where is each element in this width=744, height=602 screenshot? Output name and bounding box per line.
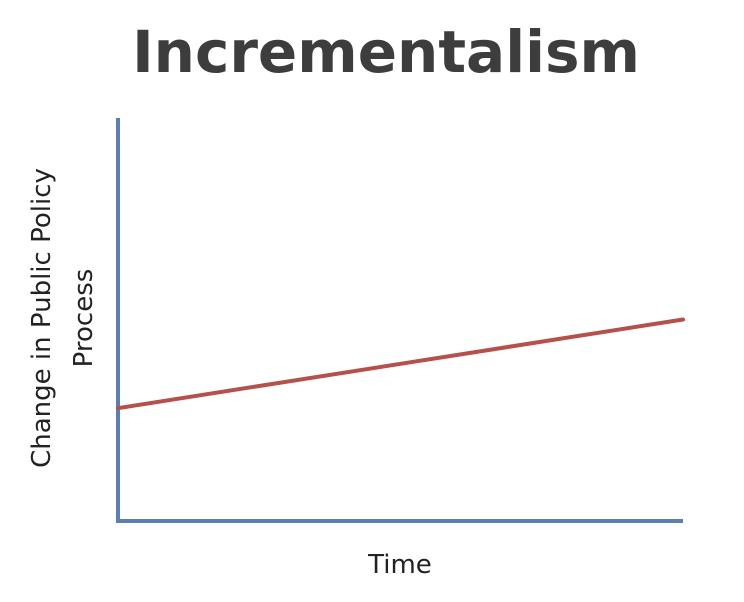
series-group (116, 317, 685, 411)
y-axis-label-line-2: Process (69, 269, 99, 368)
x-axis-label: Time (367, 550, 432, 580)
y-axis-label-line-1: Change in Public Policy (27, 168, 57, 468)
series-line-1 (116, 317, 685, 411)
y-axis-label: Change in Public Policy Process (27, 168, 99, 468)
chart-title: Incrementalism (132, 18, 640, 86)
